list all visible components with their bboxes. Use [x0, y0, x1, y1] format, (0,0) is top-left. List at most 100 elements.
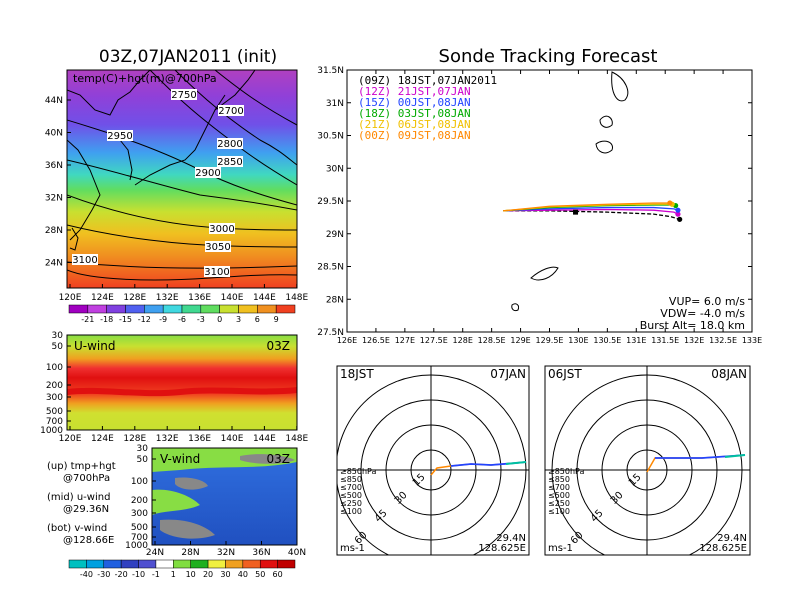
uwind-p-tick: 1000	[40, 426, 63, 436]
map-lat-tick: 32N	[45, 194, 63, 204]
wind-colorbar-cell	[242, 559, 261, 569]
height-contour	[214, 70, 297, 126]
temp-colorbar-label: -6	[178, 315, 186, 324]
polar-legend-entry: ≥850hPa	[340, 467, 377, 476]
polar-legend-entry: ≤700	[340, 483, 362, 492]
track-legend-entry: (12Z) 21JST,07JAN	[358, 85, 471, 98]
polar-legend-entry: ≤850	[340, 475, 362, 484]
coastline	[67, 139, 101, 241]
track-lon-tick: 127.5E	[420, 336, 448, 345]
map-lon-tick: 140E	[221, 293, 244, 303]
uwind-p-tick: 30	[52, 331, 64, 341]
polar-hodograph-top	[505, 461, 527, 465]
vwind-lat-tick: 40N	[288, 548, 306, 558]
param-burst-alt: Burst Alt= 18.0 km	[640, 319, 745, 332]
map-lon-tick: 148E	[285, 293, 308, 303]
polar-lat: 29.4N	[717, 533, 747, 544]
height-contour	[67, 159, 297, 211]
vwind-p-tick: 700	[131, 533, 148, 543]
contour-label: 2700	[218, 106, 243, 117]
track-lon-tick: 132E	[684, 336, 704, 345]
temp-field	[67, 70, 297, 288]
temp-colorbar-cell	[144, 304, 164, 314]
track-lat-tick: 30N	[326, 164, 344, 174]
polar-legend-entry: ≤500	[548, 491, 570, 500]
wind-colorbar-cell	[259, 559, 278, 569]
track-lat-tick: 29N	[326, 230, 344, 240]
wind-colorbar-cell	[173, 559, 191, 569]
uwind-lon-tick: 124E	[91, 434, 114, 444]
uwind-lon-tick: 120E	[59, 434, 82, 444]
map-lon-tick: 136E	[188, 293, 211, 303]
contour-label: 3100	[72, 255, 97, 266]
island-outline	[511, 303, 519, 312]
track-lon-tick: 131E	[626, 336, 646, 345]
temp-colorbar-cell	[219, 304, 239, 314]
temp-colorbar-cell	[87, 304, 107, 314]
legend-up-level: @700hPa	[63, 473, 110, 484]
track-end-point	[675, 207, 681, 213]
track-lon-tick: 129E	[510, 336, 530, 345]
wind-colorbar-label: 20	[203, 570, 213, 579]
temp-colorbar-cell	[106, 304, 126, 314]
map-lon-tick: 128E	[123, 293, 146, 303]
track-lat-tick: 31.5N	[317, 66, 344, 76]
temp-colorbar-cell	[238, 304, 258, 314]
wind-colorbar: -40 -30 -20 -10 -1 1 10 20 30 40 50 60	[68, 559, 296, 579]
temp-colorbar-cell	[125, 304, 145, 314]
height-contour	[67, 194, 297, 231]
coastline	[134, 94, 226, 186]
wind-colorbar-label: 30	[220, 570, 230, 579]
legend-bot-level: @128.66E	[63, 535, 114, 546]
contour-label: 2900	[195, 168, 220, 179]
track-lon-tick: 129.5E	[536, 336, 564, 345]
polar-time: 06JST	[548, 367, 582, 381]
map-lat-tick: 44N	[45, 96, 63, 106]
track-legend-entry: (21Z) 06JST,08JAN	[358, 118, 471, 131]
temp-colorbar-label: 6	[255, 315, 260, 324]
polar-panel-2: 06JST 08JAN15304560ms-129.4N128.625E≥850h…	[544, 365, 751, 556]
wind-colorbar-label: 40	[238, 570, 248, 579]
map-lat-tick: 24N	[45, 259, 63, 269]
temp-colorbar-cell	[68, 304, 89, 314]
track-panel: 31.5N31N30.5N30N29.5N29N28.5N28N27.5N126…	[317, 66, 762, 345]
wind-colorbar-cell	[207, 559, 226, 569]
temp-colorbar-label: -3	[197, 315, 205, 324]
track-lon-tick: 133E	[742, 336, 762, 345]
track-line	[503, 206, 679, 212]
uwind-lon-tick: 132E	[156, 434, 179, 444]
track-lon-tick: 128E	[453, 336, 473, 345]
island-outline	[599, 115, 613, 128]
uwind-lon-tick: 148E	[285, 434, 308, 444]
polar-legend-entry: ≤100	[548, 507, 570, 516]
uwind-lon-tick: 136E	[188, 434, 211, 444]
map-lon-tick: 120E	[59, 293, 82, 303]
track-end-point	[667, 200, 673, 206]
left-title: 03Z,07JAN2011 (init)	[99, 47, 277, 67]
uwind-lon-tick: 144E	[253, 434, 276, 444]
track-line	[503, 208, 679, 215]
temp-colorbar-cell	[200, 304, 220, 314]
uwind-p-tick: 50	[52, 342, 64, 352]
vwind-p-tick: 100	[131, 477, 148, 487]
temp-colorbar-label: 9	[274, 315, 279, 324]
map-lat-tick: 28N	[45, 226, 63, 236]
polar-units: ms-1	[340, 543, 365, 554]
track-end-point	[675, 211, 681, 217]
vwind-p-tick: 50	[137, 455, 149, 465]
polar-legend-entry: ≤250	[340, 499, 362, 508]
vwind-lat-tick: 36N	[252, 548, 270, 558]
temp-colorbar-cell	[275, 304, 296, 314]
vwind-label: V-wind	[160, 452, 200, 466]
track-burst-marker	[573, 209, 579, 215]
vwind-lat-tick: 32N	[217, 548, 235, 558]
vwind-p-tick: 200	[131, 496, 148, 506]
wind-colorbar-label: 50	[255, 570, 265, 579]
polar-lat: 29.4N	[496, 533, 526, 544]
track-lon-tick: 128.5E	[478, 336, 506, 345]
polar-legend-entry: ≤700	[548, 483, 570, 492]
temp-colorbar-label: -21	[81, 315, 94, 324]
polar-units: ms-1	[548, 543, 573, 554]
contour-label: 2750	[171, 90, 196, 101]
